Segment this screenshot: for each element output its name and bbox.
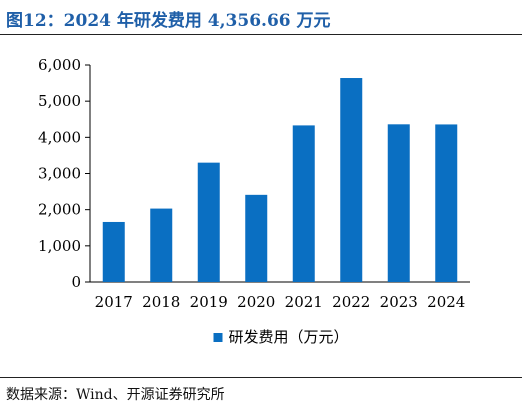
figure-title: 图12：2024 年研发费用 4,356.66 万元 xyxy=(6,11,331,31)
bar xyxy=(340,78,363,283)
y-tick-label: 1,000 xyxy=(38,237,81,255)
source-note: 数据来源：Wind、开源证券研究所 xyxy=(6,387,225,403)
legend-swatch xyxy=(213,333,223,342)
x-tick-label: 2018 xyxy=(142,293,180,311)
x-axis: 2017 2018 2019 2020 2021 2022 2023 2024 xyxy=(90,281,470,311)
y-tick-label: 6,000 xyxy=(38,56,81,74)
bar xyxy=(387,124,410,283)
x-tick-label: 2017 xyxy=(95,293,133,311)
y-axis: 0 1,000 2,000 3,000 4,000 5,000 6,000 xyxy=(38,56,91,291)
legend-label: 研发费用（万元） xyxy=(229,328,349,346)
bar xyxy=(150,208,173,282)
bar xyxy=(292,125,315,282)
x-tick-label: 2020 xyxy=(237,293,275,311)
legend: 研发费用（万元） xyxy=(213,328,349,346)
y-tick-label: 5,000 xyxy=(38,92,81,110)
x-tick-label: 2022 xyxy=(332,293,370,311)
bar xyxy=(102,221,125,282)
source-divider xyxy=(0,377,522,378)
title-divider xyxy=(0,34,522,35)
x-tick-label: 2024 xyxy=(427,293,465,311)
bar-series xyxy=(102,78,458,283)
x-tick-label: 2021 xyxy=(285,293,323,311)
y-tick-label: 3,000 xyxy=(38,165,81,183)
y-tick-label: 0 xyxy=(71,273,81,291)
y-tick-label: 4,000 xyxy=(38,128,81,146)
y-tick-label: 2,000 xyxy=(38,201,81,219)
x-tick-label: 2019 xyxy=(190,293,228,311)
bar xyxy=(197,162,220,282)
bar xyxy=(245,194,268,282)
x-tick-label: 2023 xyxy=(380,293,418,311)
bar xyxy=(435,124,458,282)
